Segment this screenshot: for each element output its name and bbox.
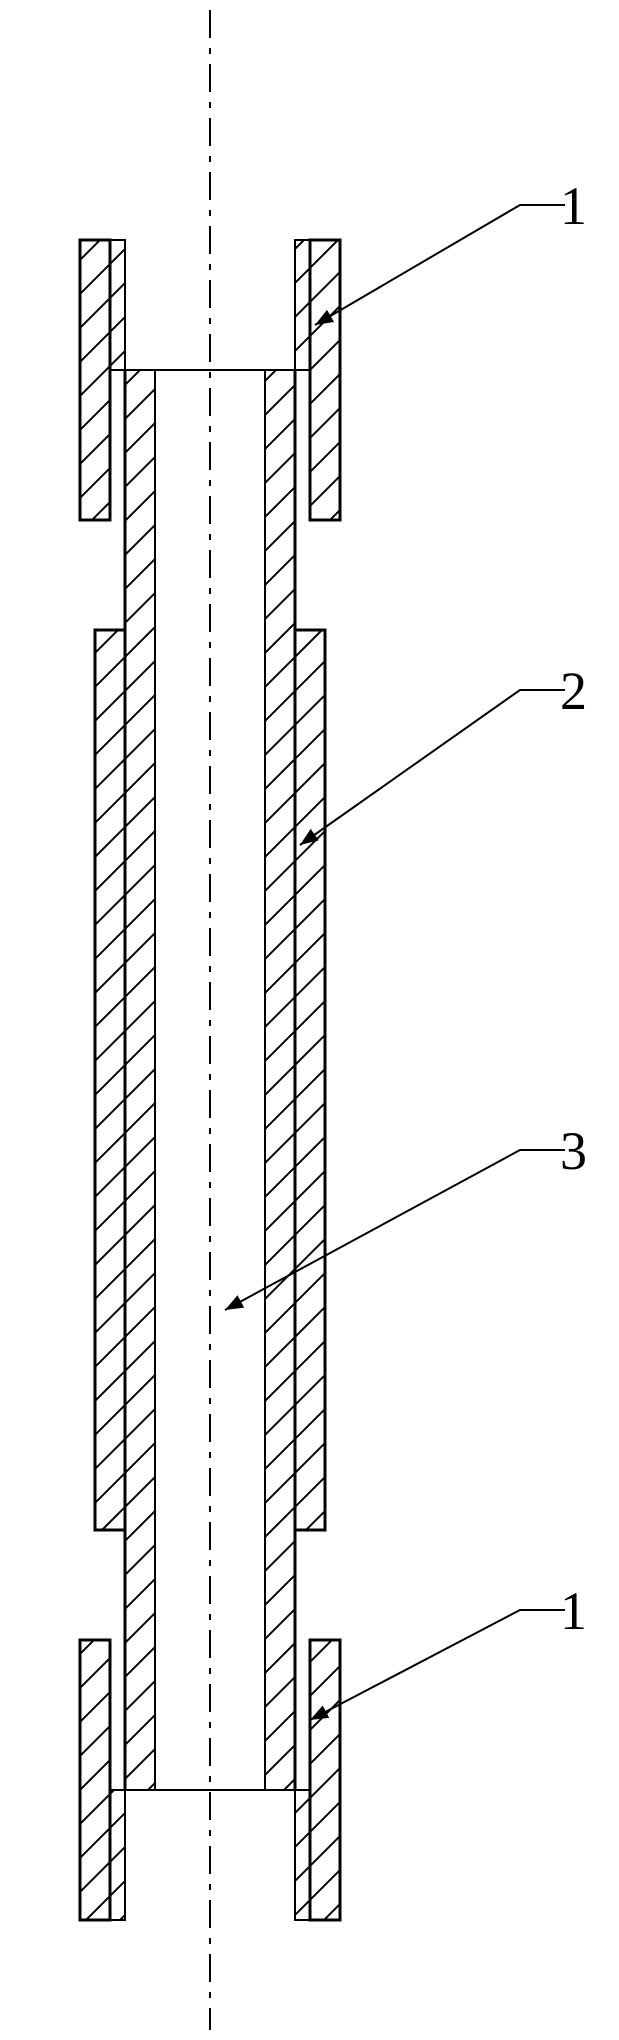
outline (310, 240, 340, 520)
arrowhead (310, 1705, 329, 1720)
callout-1-top-leader (315, 205, 565, 325)
hatch (30, 1540, 160, 1976)
hatch (60, 1695, 175, 1980)
callout-2-label: 2 (560, 661, 587, 721)
arrowhead (300, 829, 319, 845)
callout-3-leader (225, 1150, 565, 1310)
callout-3-label: 3 (560, 1121, 587, 1181)
arrowhead (315, 310, 334, 325)
hatch (60, 165, 175, 416)
callout-1-bottom-label: 1 (560, 1581, 587, 1641)
callout-1-bottom-leader (310, 1610, 565, 1720)
outline (110, 240, 125, 370)
outline (295, 630, 325, 1530)
arrowhead (225, 1295, 244, 1310)
hatch (260, 154, 390, 590)
hatch (245, 1714, 360, 1965)
callout-2-leader (300, 690, 565, 845)
hatch (30, 146, 160, 582)
callout-1-top-label: 1 (560, 176, 587, 236)
hatch (245, 150, 360, 435)
